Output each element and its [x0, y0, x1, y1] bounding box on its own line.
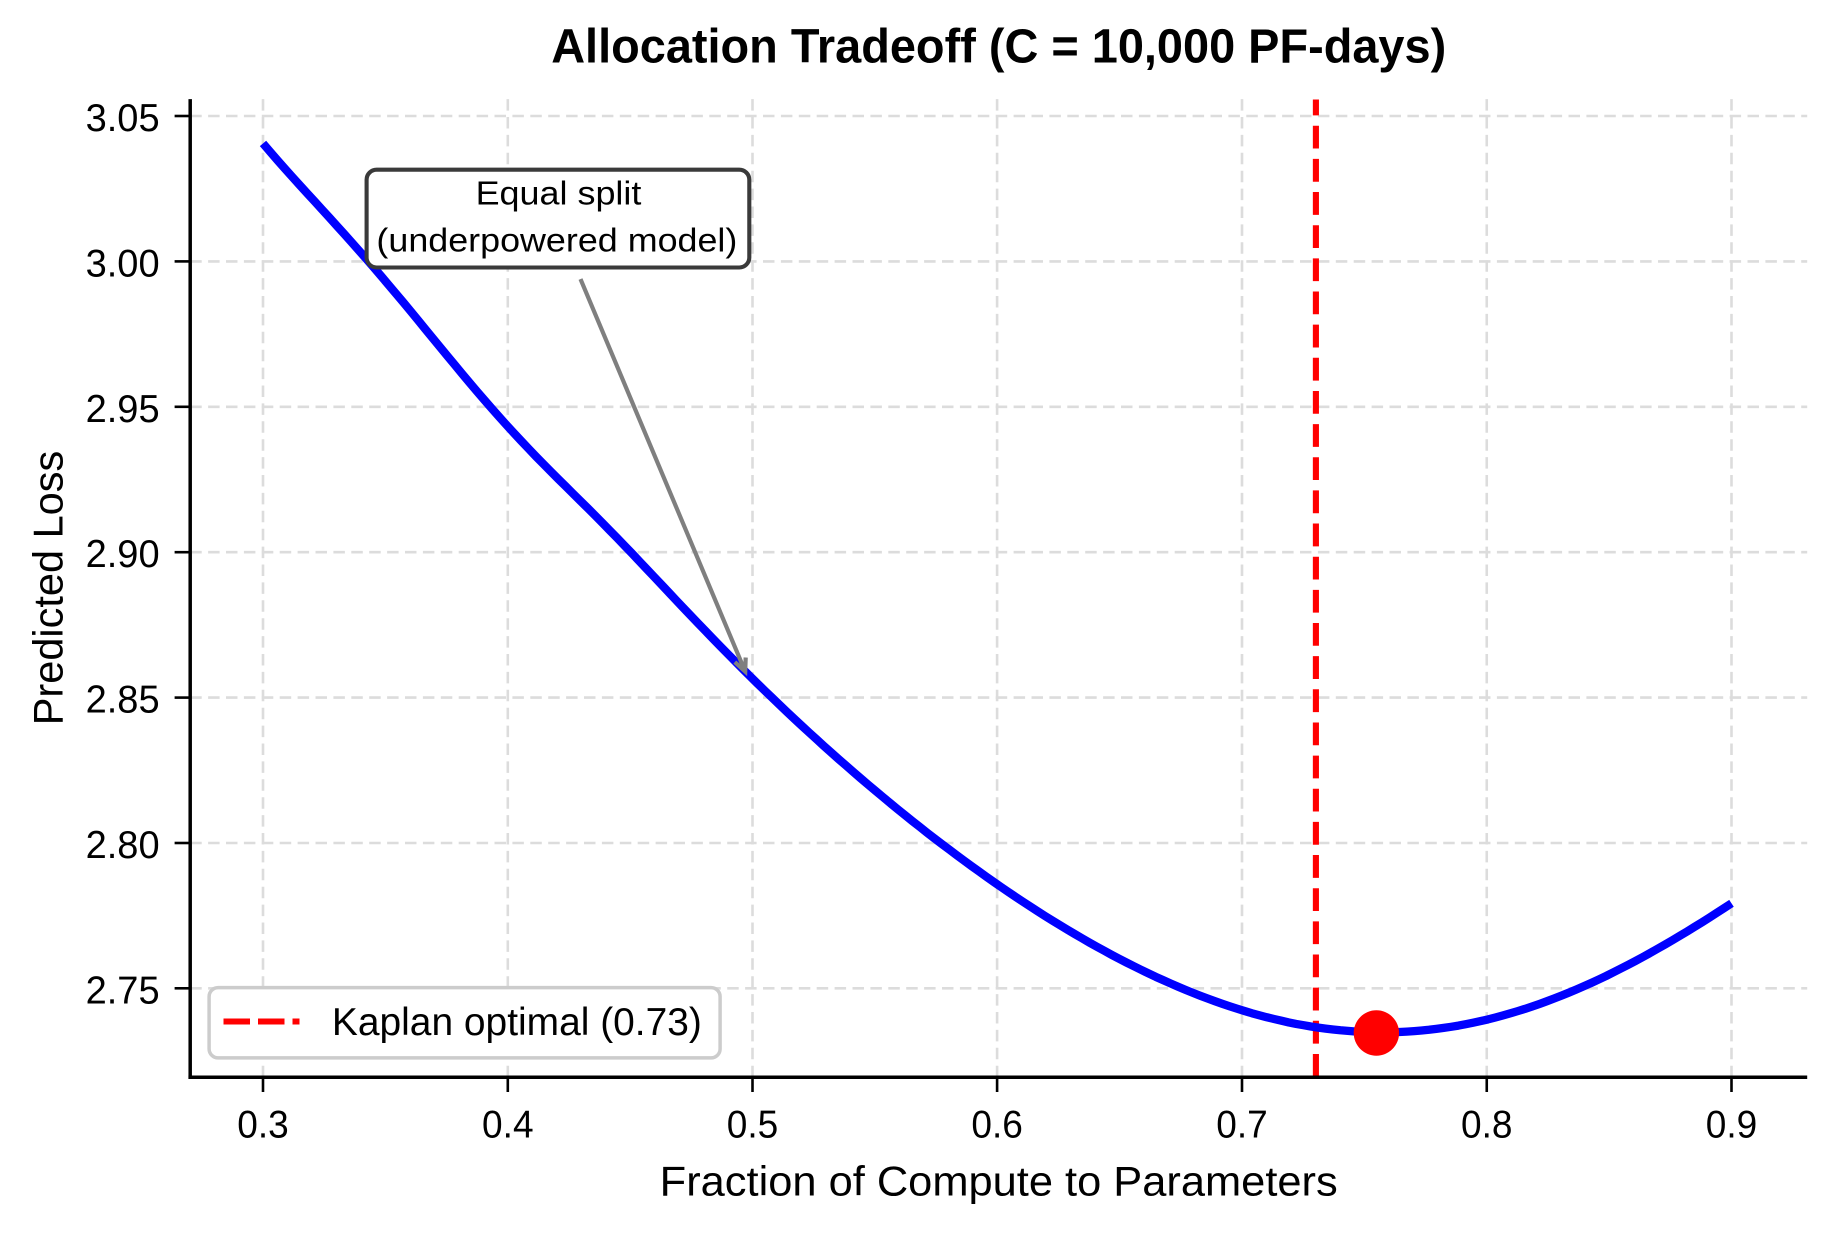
svg-text:0.7: 0.7: [1216, 1104, 1268, 1147]
svg-text:Allocation Tradeoff (C = 10,00: Allocation Tradeoff (C = 10,000 PF-days): [551, 20, 1446, 74]
svg-text:Predicted Loss: Predicted Loss: [25, 451, 72, 726]
svg-text:2.85: 2.85: [86, 679, 160, 722]
svg-text:2.80: 2.80: [86, 824, 160, 867]
svg-text:0.5: 0.5: [727, 1104, 779, 1147]
svg-text:0.3: 0.3: [237, 1104, 289, 1147]
svg-text:Equal split: Equal split: [476, 175, 642, 212]
svg-text:0.4: 0.4: [482, 1104, 534, 1147]
svg-text:3.05: 3.05: [86, 97, 160, 140]
svg-text:Fraction of Compute to Paramet: Fraction of Compute to Parameters: [660, 1158, 1338, 1205]
svg-text:0.6: 0.6: [971, 1104, 1023, 1147]
svg-text:0.8: 0.8: [1461, 1104, 1513, 1147]
svg-text:(underpowered model): (underpowered model): [376, 222, 737, 259]
svg-text:3.00: 3.00: [86, 242, 160, 285]
svg-text:Kaplan optimal (0.73): Kaplan optimal (0.73): [332, 1001, 702, 1044]
svg-text:2.75: 2.75: [86, 969, 160, 1012]
svg-text:2.90: 2.90: [86, 533, 160, 576]
svg-text:0.9: 0.9: [1706, 1104, 1758, 1147]
svg-text:2.95: 2.95: [86, 388, 160, 431]
